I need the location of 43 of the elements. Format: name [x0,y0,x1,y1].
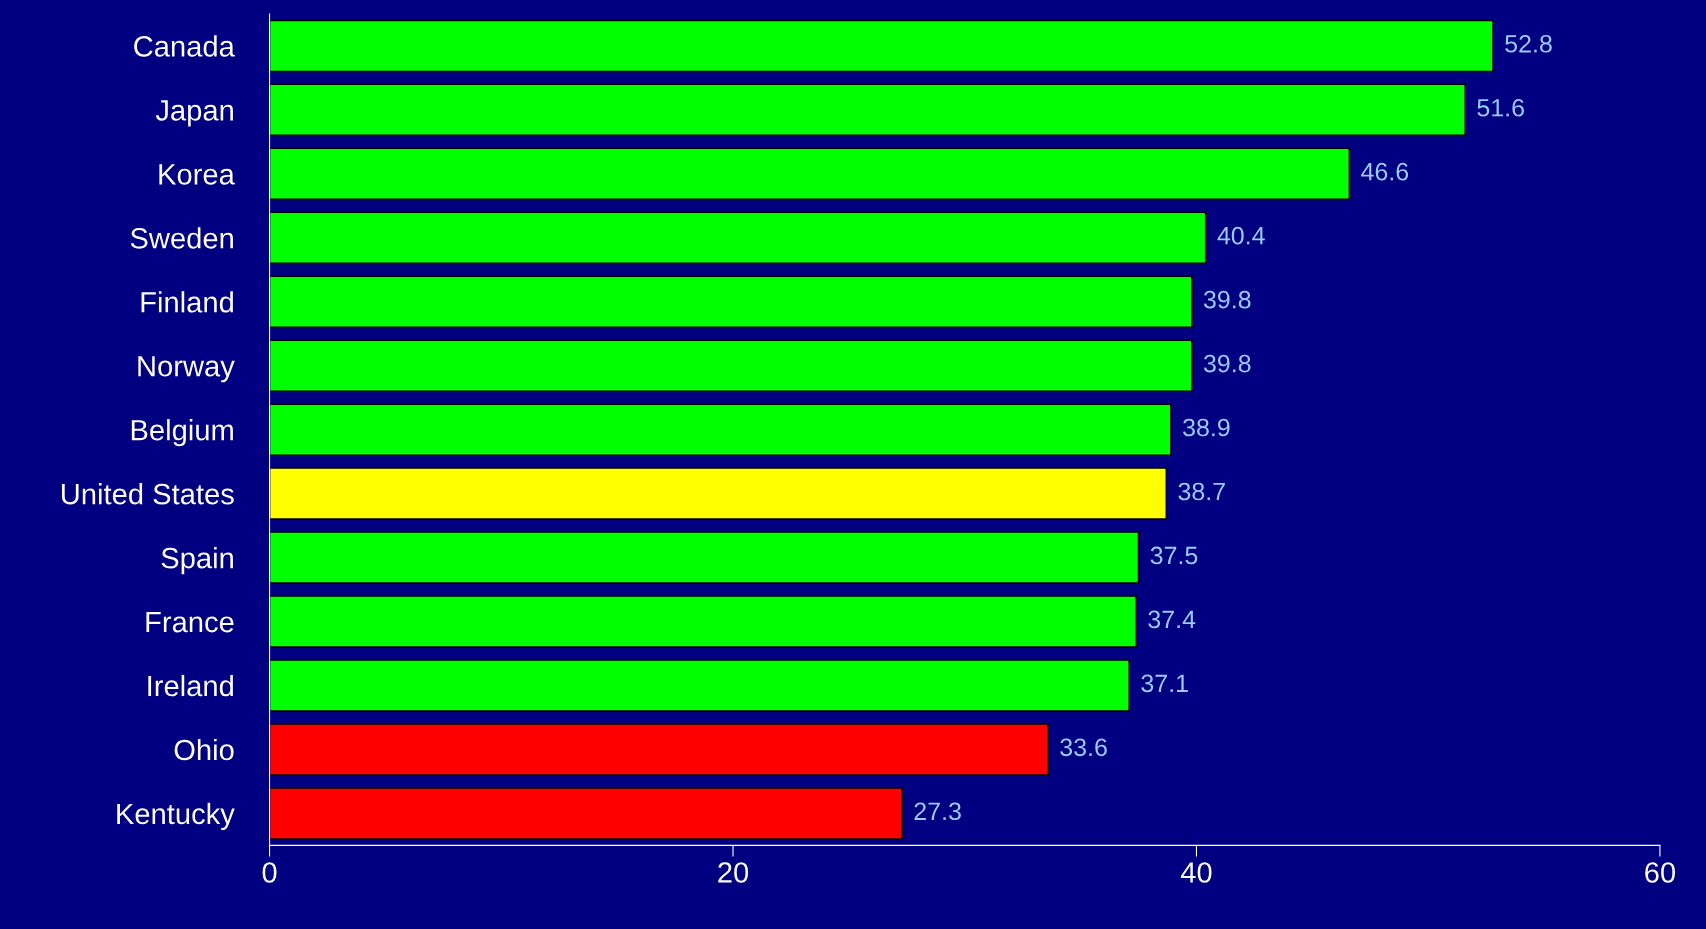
y-tick-label: Japan [155,100,233,127]
bar [269,211,1207,265]
data-label: 27.3 [914,802,961,821]
bar [269,19,1494,73]
y-tick-label: Spain [161,547,233,575]
x-tick-label: 60 [1645,862,1676,883]
bar [269,595,1138,648]
x-tick-label: 40 [1180,862,1212,883]
y-tick-label: Ireland [148,674,233,697]
bar [269,339,1193,393]
data-label: 37.1 [1141,674,1188,693]
bar [269,659,1131,712]
data-label: 39.8 [1203,290,1251,309]
x-tick-label: 0 [262,862,277,883]
data-label: 33.6 [1060,738,1107,757]
data-label: 37.5 [1150,546,1198,565]
bar [269,83,1467,137]
data-label: 38.7 [1178,482,1225,501]
y-tick-label: United States [61,483,234,505]
data-label: 52.8 [1505,34,1552,53]
data-label: 40.4 [1217,226,1265,245]
y-tick-label: Sweden [130,227,233,249]
y-tick-label: Norway [138,356,235,383]
y-tick-label: Finland [141,291,233,313]
bar [269,531,1140,584]
y-tick-label: Ohio [174,738,234,761]
y-tick-label: Korea [159,164,235,185]
data-label: 46.6 [1361,162,1409,181]
y-tick-label: Canada [134,35,235,57]
bar [269,723,1050,776]
y-tick-label: Kentucky [117,802,235,831]
data-label: 38.9 [1183,418,1230,437]
bar [269,147,1351,201]
bar [269,403,1172,457]
data-label: 37.4 [1148,610,1196,629]
data-label: 51.6 [1477,98,1524,117]
bar [269,786,904,840]
x-tick-label: 20 [718,862,749,883]
bar [269,467,1168,521]
y-tick-label: Belgium [131,419,233,447]
y-tick-label: France [146,612,234,633]
bar [269,275,1193,329]
data-label: 39.8 [1203,354,1251,373]
